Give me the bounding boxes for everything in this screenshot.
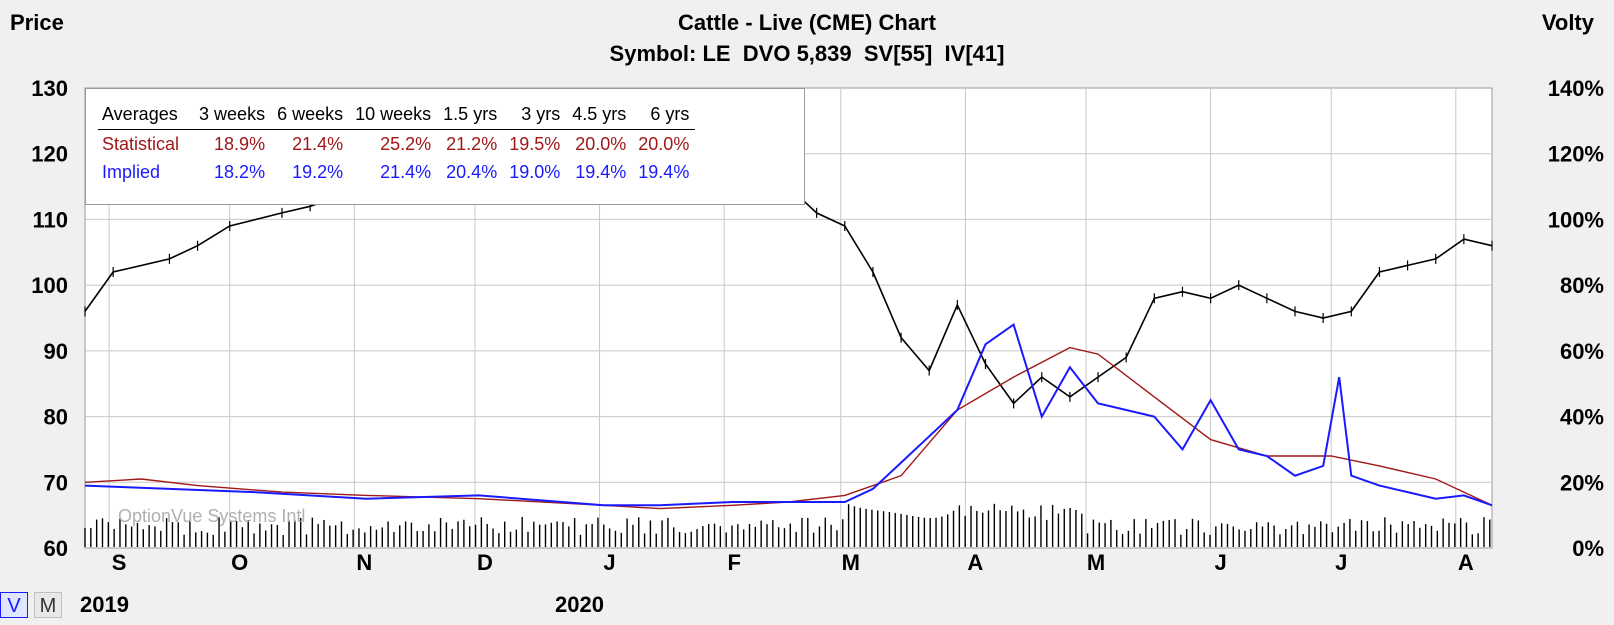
y-right-tick-label: 100% (1548, 207, 1604, 232)
statistical-cell: 20.0% (575, 133, 627, 154)
x-month-label: O (231, 550, 248, 575)
y-left-tick-label: 120 (31, 142, 68, 167)
y-left-tick-label: 80 (44, 405, 68, 430)
statistical-cell: 18.9% (214, 133, 266, 154)
statistical-series-line (84, 346, 1493, 510)
y-left-tick-label: 130 (31, 76, 68, 101)
volume-bars (84, 503, 1491, 547)
y-right-tick-label: 140% (1548, 76, 1604, 101)
y-right-tick-label: 120% (1548, 142, 1604, 167)
y-left-tick-label: 60 (44, 536, 68, 561)
price-axis-label: Price (10, 10, 64, 35)
x-month-label: M (842, 550, 860, 575)
grid-lines (85, 88, 1492, 548)
x-month-label: A (1458, 550, 1474, 575)
statistical-cell: 25.2% (380, 133, 432, 154)
implied-cell: Implied (102, 161, 161, 182)
y-left-tick-label: 110 (33, 207, 69, 232)
y-right-tick-label: 80% (1560, 273, 1604, 298)
y-left-tick-label: 90 (44, 339, 68, 364)
averages-table: Averages 3 weeks 6 weeks 10 weeks 1.5 yrs 3 y… (98, 99, 696, 186)
y-right-tick-label: 20% (1560, 470, 1604, 495)
implied-cell: 19.4% (638, 161, 690, 182)
x-month-label: M (1087, 550, 1105, 575)
statistical-cell: 19.5% (509, 133, 561, 154)
tick-labels: 130 120 110 100 90 80 70 60 140% 120% 100% 80% 60% 40… (31, 76, 1604, 575)
header-cell: 3 weeks (193, 99, 272, 130)
implied-cell: 18.2% (214, 161, 266, 182)
statistical-cell: 20.0% (638, 133, 690, 154)
implied-cell: 19.4% (575, 161, 627, 182)
volty-axis-label: Volty (1541, 10, 1594, 35)
x-month-label: J (1335, 550, 1347, 575)
header-cell: 10 weeks (349, 99, 438, 130)
chart-subtitle: Symbol: LE DVO 5,839 SV[55] IV[41] (609, 41, 1005, 66)
series-lines (84, 161, 1493, 510)
year-label-2020: 2020 (555, 592, 604, 617)
x-month-label: N (356, 550, 372, 575)
x-month-label: J (603, 550, 615, 575)
x-month-label: F (727, 550, 740, 575)
implied-cell: 20.4% (446, 161, 498, 182)
y-left-tick-label: 70 (44, 470, 68, 495)
volatility-toggle-button[interactable]: V (0, 592, 28, 618)
statistical-cell: Statistical (102, 133, 180, 154)
x-month-label: S (112, 550, 127, 575)
year-label-2019: 2019 (80, 592, 129, 617)
x-month-label: J (1214, 550, 1226, 575)
statistical-row: Statistical 18.9% 21.4% 25.2% 21.2% 19.5% 20.0… (98, 130, 695, 159)
implied-cell: 19.2% (292, 161, 344, 182)
header-cell: 6 yrs (632, 99, 696, 130)
y-right-tick-label: 60% (1560, 339, 1604, 364)
header-cell: 6 weeks (271, 99, 350, 130)
implied-cell: 19.0% (509, 161, 561, 182)
header-cell: 4.5 yrs (566, 99, 633, 130)
watermark: OptionVue Systems Intl (118, 506, 305, 526)
implied-cell: 21.4% (380, 161, 432, 182)
x-month-label: D (477, 550, 493, 575)
statistical-cell: 21.4% (292, 133, 344, 154)
y-right-tick-label: 40% (1560, 405, 1604, 430)
header-cell: Averages (98, 99, 194, 130)
y-left-tick-label: 100 (31, 273, 68, 298)
market-toggle-button[interactable]: M (34, 592, 62, 618)
averages-header-row: Averages 3 weeks 6 weeks 10 weeks 1.5 yrs 3 y… (98, 99, 696, 130)
x-month-label: A (967, 550, 983, 575)
averages-panel: Averages 3 weeks 6 weeks 10 weeks 1.5 yrs 3 y… (85, 88, 805, 205)
implied-series-line (84, 322, 1493, 507)
chart-title: Cattle - Live (CME) Chart (678, 10, 936, 35)
header-cell: 1.5 yrs (437, 99, 504, 130)
implied-row: Implied 18.2% 19.2% 21.4% 20.4% 19.0% 19.4% 19.… (98, 158, 695, 186)
statistical-cell: 21.2% (446, 133, 498, 154)
header-cell: 3 yrs (503, 99, 567, 130)
y-right-tick-label: 0% (1572, 536, 1604, 561)
